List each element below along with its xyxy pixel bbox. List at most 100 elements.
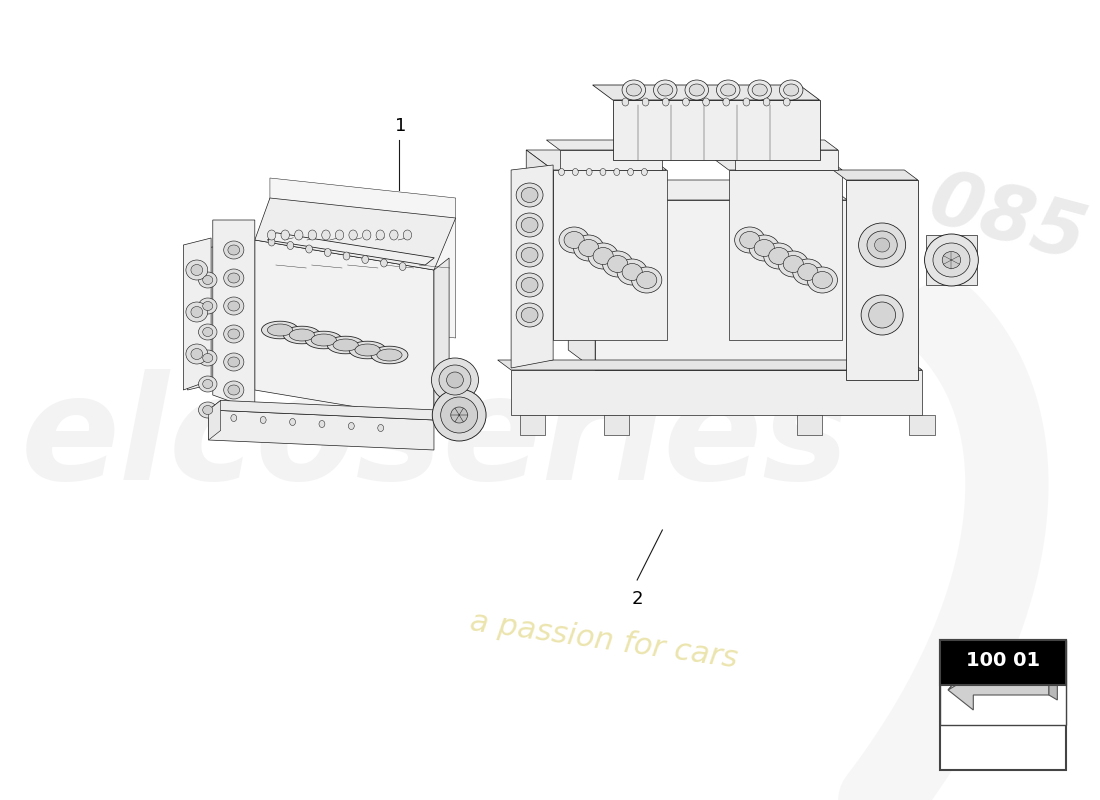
Ellipse shape — [769, 247, 789, 265]
FancyBboxPatch shape — [939, 640, 1066, 770]
Ellipse shape — [267, 324, 293, 336]
Ellipse shape — [198, 324, 217, 340]
Ellipse shape — [191, 306, 202, 318]
Ellipse shape — [202, 354, 212, 362]
Text: 085: 085 — [921, 164, 1093, 276]
Ellipse shape — [223, 353, 244, 371]
Circle shape — [628, 169, 634, 175]
Circle shape — [376, 230, 385, 240]
Circle shape — [682, 98, 690, 106]
Circle shape — [336, 230, 343, 240]
Polygon shape — [560, 150, 662, 170]
Ellipse shape — [626, 84, 641, 96]
Polygon shape — [702, 150, 843, 170]
Polygon shape — [209, 400, 221, 440]
Circle shape — [349, 230, 358, 240]
Polygon shape — [569, 180, 595, 370]
Ellipse shape — [306, 331, 342, 349]
Polygon shape — [547, 140, 662, 150]
Ellipse shape — [228, 273, 240, 283]
Ellipse shape — [521, 247, 538, 262]
Ellipse shape — [521, 278, 538, 293]
Text: a passion for cars: a passion for cars — [468, 607, 739, 673]
Ellipse shape — [289, 329, 315, 341]
Ellipse shape — [223, 381, 244, 399]
Ellipse shape — [735, 227, 764, 253]
Ellipse shape — [202, 302, 212, 310]
Text: elcoseries: elcoseries — [21, 370, 850, 510]
Circle shape — [763, 98, 770, 106]
Polygon shape — [1049, 665, 1057, 700]
Ellipse shape — [223, 297, 244, 315]
Ellipse shape — [262, 321, 298, 339]
Ellipse shape — [943, 251, 960, 269]
Circle shape — [349, 422, 354, 430]
Ellipse shape — [355, 344, 381, 356]
Ellipse shape — [516, 243, 543, 267]
Circle shape — [404, 230, 411, 240]
Ellipse shape — [228, 357, 240, 367]
Ellipse shape — [186, 344, 208, 364]
Circle shape — [362, 255, 369, 263]
Polygon shape — [796, 415, 822, 435]
Polygon shape — [604, 415, 629, 435]
Ellipse shape — [658, 84, 673, 96]
Circle shape — [621, 98, 629, 106]
Ellipse shape — [869, 302, 895, 328]
Ellipse shape — [653, 80, 676, 100]
Polygon shape — [948, 660, 1057, 690]
Ellipse shape — [867, 231, 898, 259]
Ellipse shape — [284, 326, 320, 344]
Circle shape — [295, 230, 302, 240]
Polygon shape — [209, 400, 447, 420]
Circle shape — [267, 230, 276, 240]
Circle shape — [343, 252, 350, 260]
Ellipse shape — [198, 350, 217, 366]
Ellipse shape — [202, 327, 212, 337]
Polygon shape — [846, 180, 917, 380]
FancyBboxPatch shape — [939, 640, 1066, 685]
Ellipse shape — [637, 271, 657, 289]
Ellipse shape — [874, 238, 890, 252]
Ellipse shape — [516, 303, 543, 327]
Ellipse shape — [763, 243, 794, 269]
Circle shape — [381, 259, 387, 267]
Polygon shape — [188, 245, 230, 390]
Polygon shape — [553, 170, 667, 340]
Ellipse shape — [516, 273, 543, 297]
Polygon shape — [729, 170, 843, 340]
Ellipse shape — [752, 84, 768, 96]
Ellipse shape — [812, 271, 833, 289]
Circle shape — [586, 169, 592, 175]
Ellipse shape — [432, 389, 486, 441]
Ellipse shape — [516, 213, 543, 237]
Circle shape — [287, 242, 294, 250]
Ellipse shape — [621, 80, 646, 100]
Ellipse shape — [223, 325, 244, 343]
Ellipse shape — [564, 231, 584, 249]
Circle shape — [783, 98, 790, 106]
Ellipse shape — [749, 235, 780, 261]
Ellipse shape — [191, 349, 202, 359]
Ellipse shape — [748, 80, 771, 100]
Ellipse shape — [333, 339, 359, 351]
Ellipse shape — [202, 406, 212, 414]
Ellipse shape — [191, 265, 202, 275]
Polygon shape — [497, 360, 922, 370]
Circle shape — [231, 414, 236, 422]
Circle shape — [324, 249, 331, 257]
Ellipse shape — [579, 239, 598, 257]
Ellipse shape — [223, 241, 244, 259]
Polygon shape — [593, 85, 820, 100]
Polygon shape — [833, 170, 917, 180]
Circle shape — [363, 230, 371, 240]
Circle shape — [572, 169, 579, 175]
Polygon shape — [512, 165, 553, 368]
Circle shape — [703, 98, 710, 106]
Ellipse shape — [720, 84, 736, 96]
Polygon shape — [926, 235, 977, 285]
Circle shape — [641, 169, 647, 175]
Ellipse shape — [603, 251, 632, 277]
Ellipse shape — [793, 259, 823, 285]
Circle shape — [306, 245, 312, 253]
